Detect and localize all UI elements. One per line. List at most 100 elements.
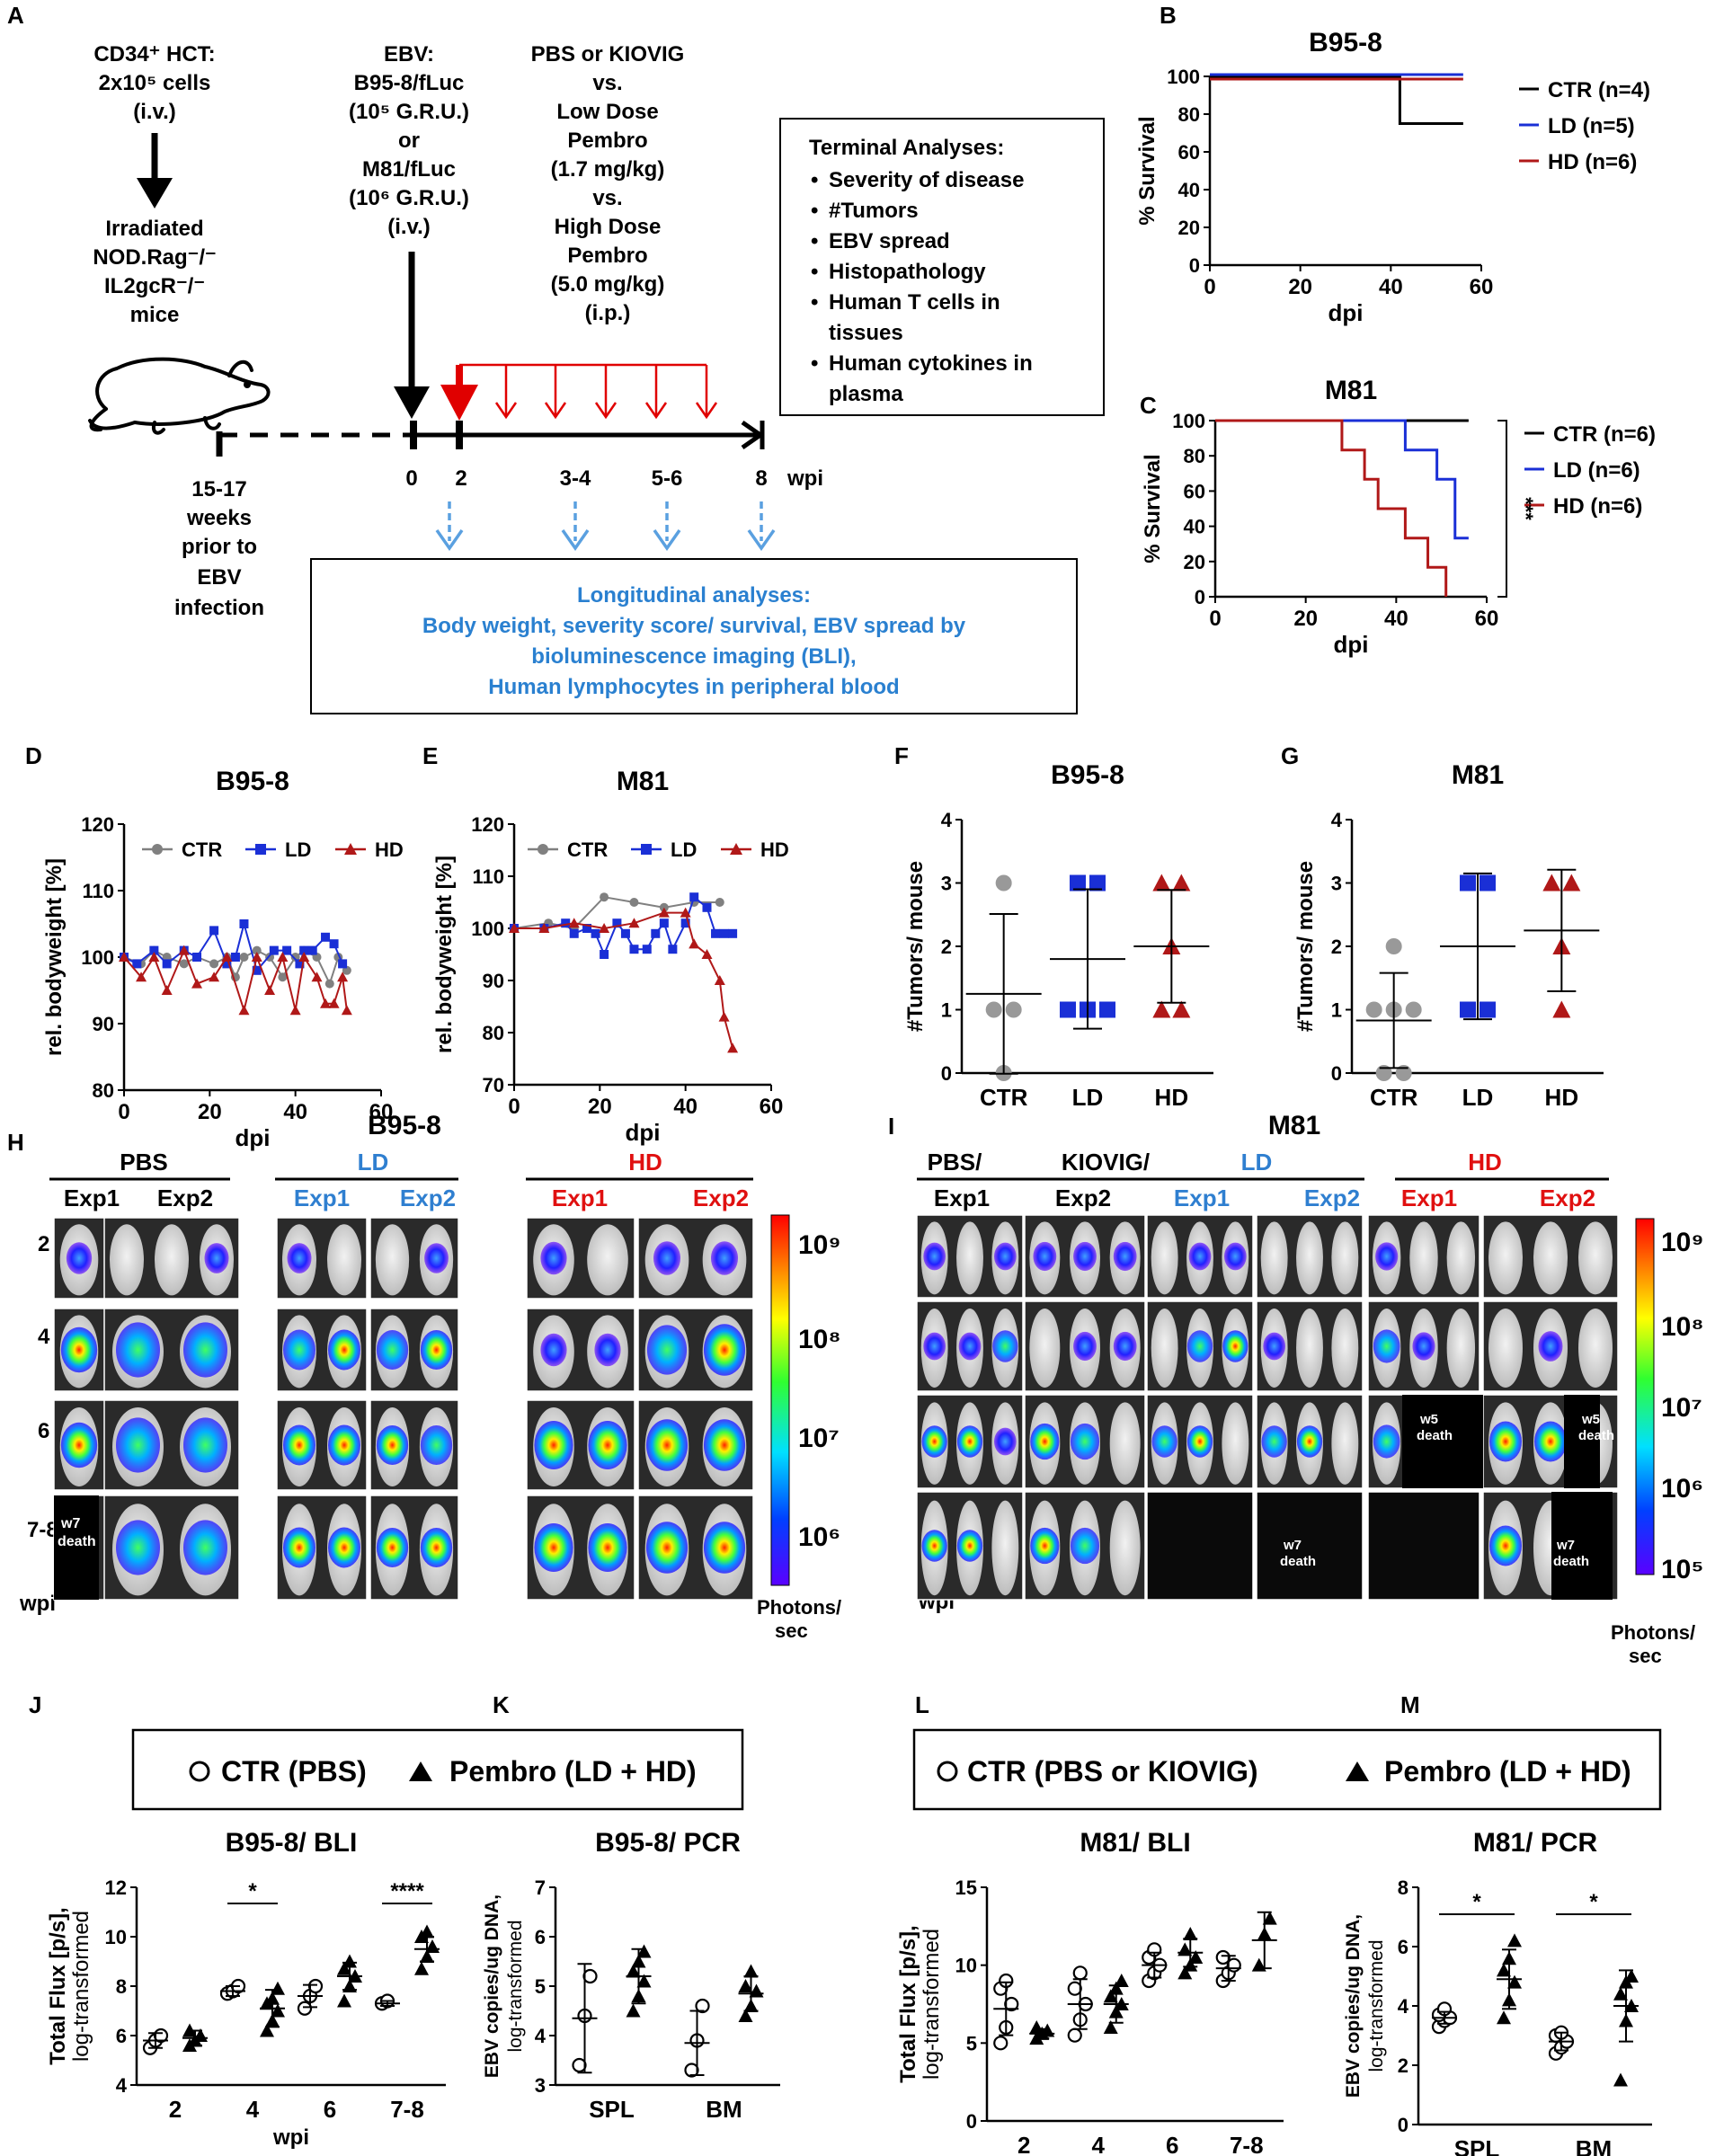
mouse-body [1331, 1309, 1358, 1388]
y-tick-label: 2 [1398, 2054, 1408, 2077]
svg-text:Human cytokines in: Human cytokines in [829, 351, 1033, 376]
mouse-body [1578, 1309, 1613, 1388]
legend-ctr-marker-lm [938, 1762, 956, 1780]
y-axis-label: % Survival [1135, 116, 1160, 225]
chart-title: B95-8/ PCR [595, 1828, 741, 1858]
svg-text:Exp2: Exp2 [1540, 1184, 1595, 1211]
x-tick-label: 7-8 [1230, 2132, 1264, 2156]
data-point [308, 946, 317, 955]
imaging-panel-h: B95-8 PBS LD HD Exp1 Exp2 Exp1 Exp2 Exp1… [19, 1111, 841, 1642]
legend-marker [152, 844, 163, 855]
y-tick-label: 10 [955, 1955, 977, 1977]
svg-text:(i.v.): (i.v.) [387, 215, 431, 239]
data-point [1460, 1002, 1476, 1018]
legend-label: CTR [567, 838, 608, 861]
data-point [660, 918, 669, 927]
data-point [1497, 2010, 1511, 2024]
bli-signal [1114, 1332, 1137, 1361]
colorbar-h: 10⁹ 10⁸ 10⁷ 10⁶ Photons/ sec [757, 1215, 841, 1642]
image-tile [1147, 1492, 1253, 1600]
bli-chart-m81: 0 5 10 15 M81/ BLI Total Flux [p/s], log-trans… [896, 1828, 1284, 2156]
bli-signal [588, 1421, 626, 1469]
svg-text:vs.: vs. [592, 71, 622, 95]
mouse-body [1151, 1221, 1178, 1294]
bli-signal [957, 1425, 982, 1457]
data-point [1099, 1002, 1115, 1018]
data-point [689, 938, 699, 948]
legend-pembro-marker-lm [1346, 1761, 1369, 1781]
svg-text:Exp1: Exp1 [64, 1184, 120, 1211]
y-tick-label: 4 [1331, 809, 1343, 831]
data-point [270, 946, 279, 955]
y-tick-label: 100 [1172, 410, 1205, 432]
mouse-body [1331, 1402, 1358, 1485]
data-point [191, 979, 202, 989]
svg-text:(5.0 mg/kg): (5.0 mg/kg) [551, 272, 665, 297]
x-tick-label: 7-8 [390, 2096, 424, 2123]
data-point [337, 1994, 351, 2008]
svg-text:2: 2 [455, 466, 467, 491]
data-point [238, 1005, 249, 1015]
x-tick-label: 0 [1209, 607, 1221, 631]
y-tick-label: 12 [105, 1877, 127, 1899]
legend-marker [538, 844, 548, 855]
treatment-arrows [440, 365, 716, 421]
svg-text:High Dose: High Dose [555, 215, 662, 239]
mouse-body [1447, 1309, 1475, 1388]
tumors-chart-b95: 01234B95-8#Tumors/ mouseCTR LD HD [903, 760, 1213, 1111]
data-point [1366, 1002, 1382, 1018]
x-tick-label: CTR [1370, 1084, 1418, 1111]
chart-title: B95-8 [216, 767, 289, 796]
svg-text:Exp1: Exp1 [1401, 1184, 1457, 1211]
bli-signal [183, 1417, 227, 1472]
y-tick-label: 80 [1184, 445, 1205, 467]
bli-signal [647, 1325, 687, 1374]
y-tick-label: 6 [1398, 1936, 1408, 1958]
image-tile [1257, 1492, 1363, 1600]
mouse-body [1578, 1221, 1613, 1294]
mouse-body [155, 1224, 189, 1295]
group-label-ld: LD [358, 1149, 389, 1176]
bli-signal [646, 1419, 688, 1471]
data-point [1217, 1951, 1230, 1964]
mouse-body [1409, 1221, 1437, 1294]
x-tick-label: HD [1155, 1084, 1189, 1111]
x-tick-label: 60 [1470, 275, 1494, 299]
mouse-body [376, 1224, 409, 1295]
data-point [668, 945, 677, 954]
legend-ctr-label: CTR (PBS) [221, 1755, 367, 1788]
chart-title: M81 [1325, 376, 1377, 405]
data-point [1480, 1002, 1496, 1018]
pcr-chart-m81: 02468M81/ PCREBV copies/ug DNA, log-trans… [1343, 1828, 1652, 2156]
svg-text:•: • [811, 168, 818, 192]
data-point [569, 918, 580, 927]
bli-signal [959, 1333, 982, 1361]
svg-text:10⁶: 10⁶ [1661, 1474, 1703, 1504]
timeline [219, 421, 762, 457]
death-label: death [1578, 1428, 1614, 1443]
x-tick-label: 20 [1293, 607, 1318, 631]
data-point [209, 972, 219, 981]
y-tick-label: 6 [116, 2025, 127, 2047]
data-point [561, 918, 570, 927]
bli-signal [283, 1528, 315, 1568]
y-tick-label: 4 [941, 809, 953, 831]
bli-signal [704, 1522, 745, 1574]
data-point [231, 953, 240, 962]
svg-text:Longitudinal analyses:: Longitudinal analyses: [577, 583, 811, 608]
svg-text:10⁷: 10⁷ [1661, 1393, 1702, 1423]
x-tick-label: 40 [283, 1100, 307, 1124]
bli-signal [711, 1241, 738, 1275]
data-point [1386, 938, 1402, 954]
x-axis-label: dpi [1334, 631, 1369, 658]
death-label: death [1280, 1554, 1316, 1569]
y-tick-label: 8 [1398, 1877, 1408, 1899]
bli-signal [540, 1334, 566, 1367]
panel-letter-c: C [1140, 392, 1157, 419]
data-point [994, 2036, 1007, 2049]
data-point [715, 975, 725, 985]
data-point [600, 950, 609, 959]
chart-title: B95-8 [1051, 760, 1124, 790]
data-point [1074, 1966, 1087, 1979]
y-tick-label: 1 [1331, 999, 1342, 1022]
